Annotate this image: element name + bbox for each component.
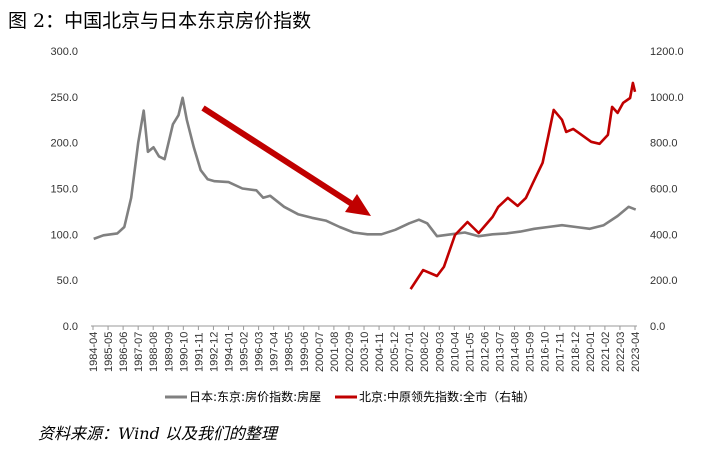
x-tick-label: 1994-01: [224, 332, 236, 372]
x-tick-label: 2014-08: [510, 332, 522, 372]
y-left-tick-label: 250.0: [50, 92, 78, 104]
x-tick-label: 2001-08: [329, 332, 341, 372]
legend-label: 日本:东京:房价指数:房屋: [189, 389, 321, 404]
trend-arrow-shaft: [201, 105, 354, 207]
x-tick-label: 2004-11: [374, 332, 386, 372]
x-tick-label: 2010-04: [449, 332, 461, 372]
y-left-tick-label: 50.0: [57, 275, 78, 287]
legend: 日本:东京:房价指数:房屋 北京:中原领先指数:全市（右轴）: [165, 389, 535, 404]
y-right-tick-label: 800.0: [650, 138, 678, 150]
x-tick-label: 1990-10: [178, 332, 190, 372]
x-tick-label: 1997-04: [269, 332, 281, 372]
series-line-tokyo: [93, 96, 637, 241]
x-tick-label: 2023-04: [630, 332, 642, 372]
x-tick-label: 2017-11: [555, 332, 567, 372]
x-tick-label: 2015-09: [525, 332, 537, 372]
x-tick-label: 2005-12: [389, 332, 401, 372]
x-tick-label: 2016-10: [540, 332, 552, 372]
x-tick-label: 1991-11: [193, 332, 205, 372]
y-right-tick-label: 1000.0: [650, 92, 684, 104]
series-line-beijing: [409, 81, 637, 290]
legend-item: 日本:东京:房价指数:房屋: [165, 389, 321, 404]
x-tick-label: 1999-06: [299, 332, 311, 372]
x-tick-label: 2007-01: [404, 332, 416, 372]
x-tick-label: 1998-05: [284, 332, 296, 372]
x-tick-label: 1995-02: [239, 332, 251, 372]
legend-item: 北京:中原领先指数:全市（右轴）: [335, 389, 535, 404]
x-tick-label: 2020-01: [585, 332, 597, 372]
x-tick-label: 2002-09: [344, 332, 356, 372]
x-tick-label: 1985-05: [103, 332, 115, 372]
x-tick-label: 1992-12: [208, 332, 220, 372]
x-tick-label: 2013-07: [495, 332, 507, 372]
x-tick-label: 2022-03: [615, 332, 627, 372]
y-right-tick-label: 600.0: [650, 184, 678, 196]
x-tick-label: 1984-04: [88, 332, 100, 372]
y-left-tick-label: 200.0: [50, 138, 78, 150]
x-tick-label: 2011-05: [464, 332, 476, 372]
x-tick-label: 1988-08: [148, 332, 160, 372]
y-right-tick-label: 1200.0: [650, 46, 684, 58]
x-tick-label: 2000-07: [314, 332, 326, 372]
trend-arrow-head-icon: [345, 194, 371, 216]
y-right-tick-label: 0.0: [650, 321, 665, 333]
x-tick-label: 2021-02: [600, 332, 612, 372]
x-tick-label: 2012-06: [479, 332, 491, 372]
y-left-tick-label: 0.0: [63, 321, 78, 333]
y-left-tick-label: 150.0: [50, 184, 78, 196]
y-left-tick-label: 100.0: [50, 229, 78, 241]
x-tick-label: 2003-10: [359, 332, 371, 372]
x-tick-label: 1989-09: [163, 332, 175, 372]
x-tick-label: 2008-02: [419, 332, 431, 372]
x-tick-label: 2009-03: [434, 332, 446, 372]
legend-label: 北京:中原领先指数:全市（右轴）: [359, 389, 535, 404]
x-tick-label: 2018-12: [570, 332, 582, 372]
x-tick-label: 1996-03: [254, 332, 266, 372]
source-note: 资料来源：Wind 以及我们的整理: [38, 424, 277, 443]
y-left-tick-label: 300.0: [50, 46, 78, 58]
x-tick-label: 1986-06: [118, 332, 130, 372]
x-tick-label: 1987-07: [133, 332, 145, 372]
y-right-tick-label: 400.0: [650, 229, 678, 241]
chart-title: 图 2：中国北京与日本东京房价指数: [8, 10, 312, 32]
y-right-tick-label: 200.0: [650, 275, 678, 287]
